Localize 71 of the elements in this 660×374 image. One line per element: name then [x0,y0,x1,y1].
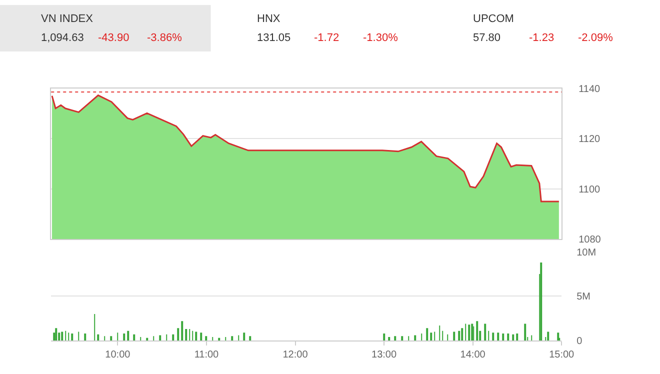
bar [123,333,126,341]
y-tick-label: 0 [576,336,583,348]
bar [453,332,456,341]
text: VN INDEX [41,13,94,25]
bar [492,332,494,341]
bar [97,334,100,341]
bar [388,337,390,341]
y-tick-label: 1140 [578,84,601,95]
bar [84,333,86,341]
bar [497,332,500,341]
text: 131.05 [257,32,291,44]
bar [55,328,58,341]
bar [512,334,514,341]
bar [468,324,470,341]
text: 57.80 [473,32,501,44]
bar [502,333,504,341]
y-tick-label: 1120 [578,134,601,146]
bar [205,336,208,341]
bar [414,335,416,341]
bar [159,335,162,341]
text: UPCOM [473,13,514,25]
y-tick-label: 10M [576,247,596,258]
x-tick-label: 14:00 [460,350,486,361]
bar [540,262,542,341]
bar [461,328,464,341]
x-tick-label: 10:00 [105,350,131,361]
bar [484,324,486,341]
bar [547,332,550,341]
bar [243,332,246,341]
bar [394,336,396,341]
bar [524,324,526,341]
bar [471,324,474,341]
bar [426,328,428,341]
bar [430,332,432,341]
y-tick-label: 1080 [578,234,602,246]
bar [458,330,460,341]
bar [172,334,174,341]
x-tick-label: 12:00 [282,350,308,361]
bar [110,336,112,341]
text: -1.30% [363,32,398,44]
bar [127,330,130,341]
text: -3.86% [147,32,182,44]
x-tick-label: 13:00 [372,350,397,361]
bar [133,334,136,341]
bar [401,336,404,341]
text: -43.90 [98,32,130,44]
y-tick-label: 1100 [578,184,601,196]
bar [71,333,74,341]
x-tick-label: 15:00 [549,350,575,361]
bar [181,321,184,341]
text: HNX [257,13,281,25]
bar [218,338,220,341]
bar [195,332,198,341]
bar [476,321,478,341]
bar [507,333,510,341]
bar [383,333,386,341]
bar [185,329,188,341]
bar [516,333,518,341]
x-tick-label: 11:00 [194,350,220,361]
bar [249,336,252,341]
bar [200,332,202,341]
bar [61,332,64,341]
line-series [51,94,560,202]
y-tick-label: 5M [576,292,590,303]
text: -1.72 [314,32,340,44]
text: -2.09% [578,32,614,44]
bar [146,338,148,341]
text: -1.23 [529,32,554,44]
bar [177,328,180,341]
text: 1,094.63 [41,32,84,44]
bar [231,336,234,341]
